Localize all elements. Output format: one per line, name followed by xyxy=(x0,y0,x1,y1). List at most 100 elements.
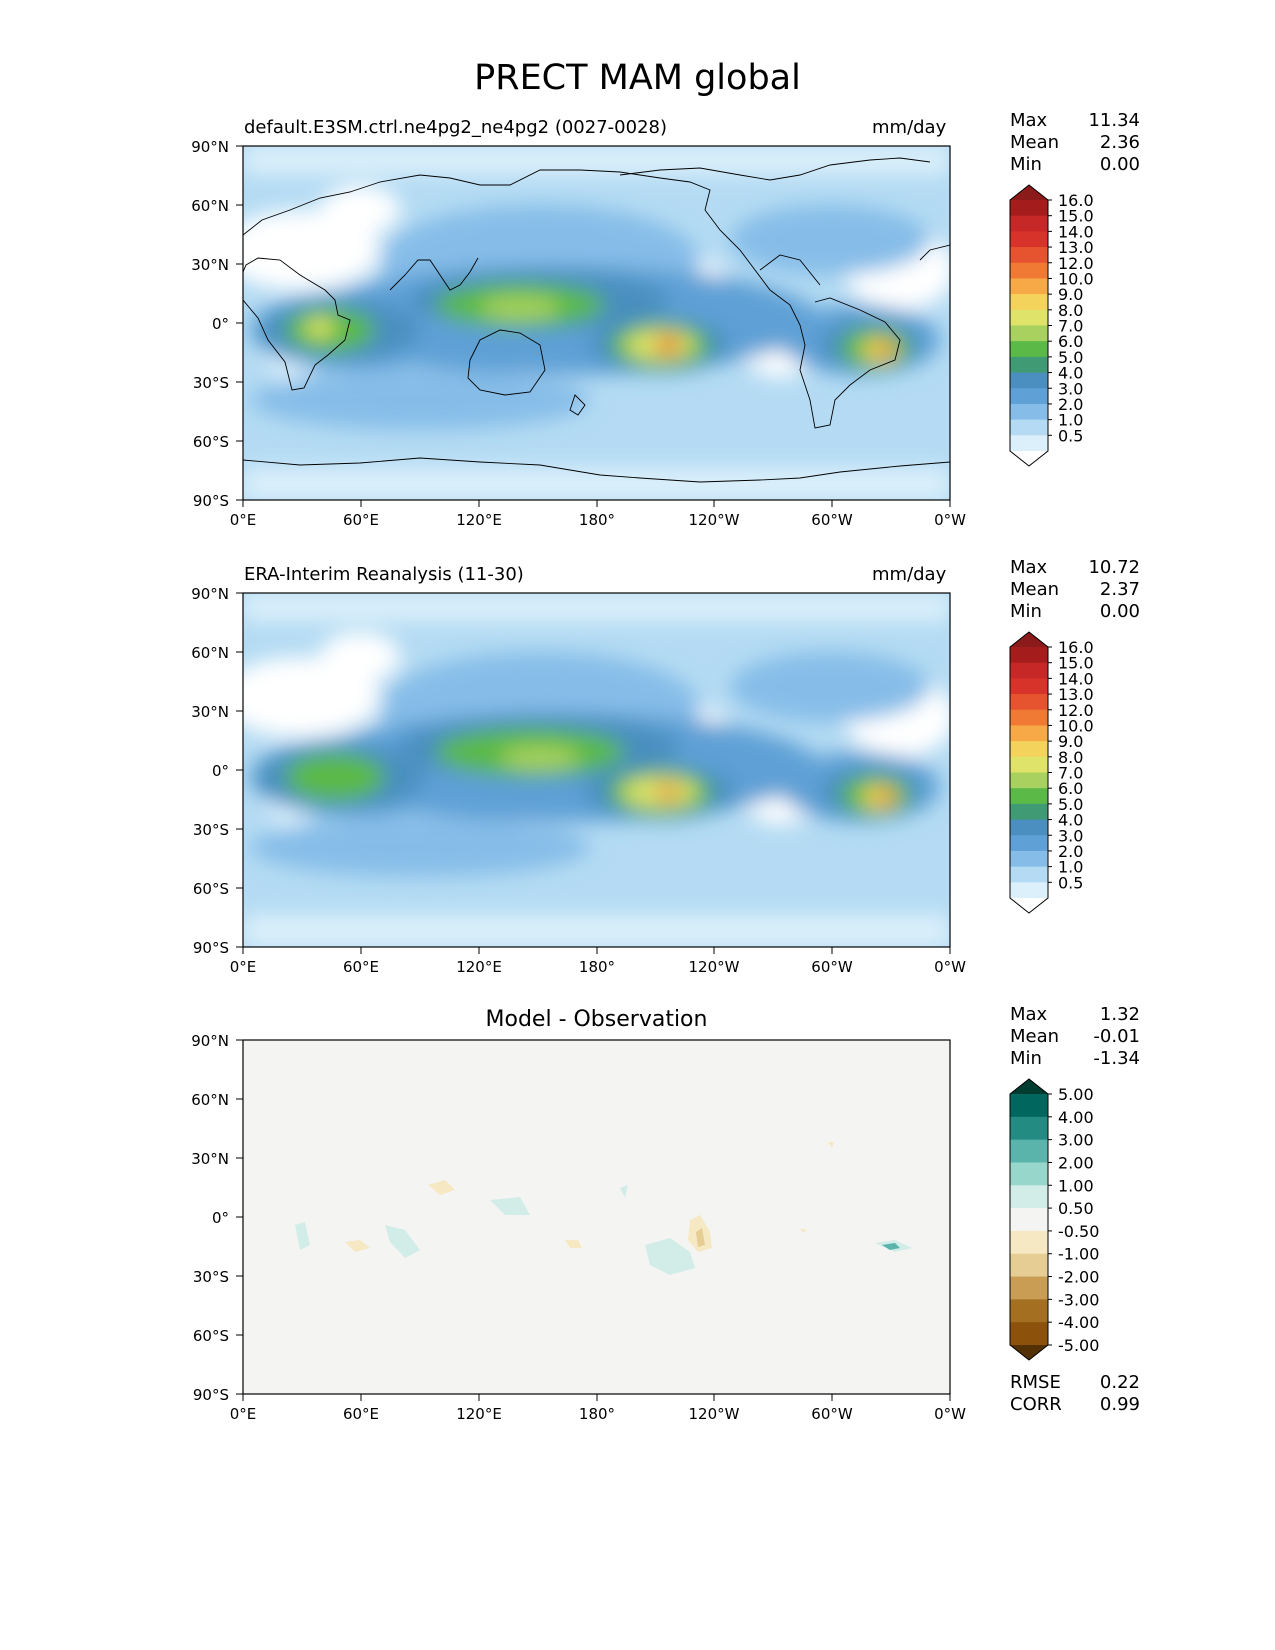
colorbar-swatch xyxy=(1010,372,1048,389)
colorbar-tick-label: -1.00 xyxy=(1058,1245,1099,1264)
stat-label: Min xyxy=(1010,601,1042,622)
panel1-stats: Max 11.34 Mean 2.36 Min 0.00 xyxy=(1010,110,1140,176)
colorbar-tick-label: 10.0 xyxy=(1058,716,1094,735)
stat-label: Mean xyxy=(1010,132,1060,153)
colorbar-swatch xyxy=(1010,1299,1048,1323)
colorbar-tick-label: 16.0 xyxy=(1058,191,1094,210)
lon-tick-label: 0°W xyxy=(934,511,966,529)
lat-tick-label: 60°S xyxy=(193,433,229,451)
colorbar-tick-label: 15.0 xyxy=(1058,207,1094,226)
colorbar-outline xyxy=(1009,631,1049,914)
colorbar-swatch xyxy=(1010,309,1048,326)
panel3-colorbar: 5.00 4.00 3.00 2.00 1.00 0.50 -0.50 -1.00 -2.00 -… xyxy=(1009,1078,1099,1361)
lon-tick-label: 180° xyxy=(579,958,615,976)
colorbar-swatch xyxy=(1010,803,1048,821)
stat-label: Min xyxy=(1010,154,1042,175)
colorbar-tick-label: 1.0 xyxy=(1058,858,1083,877)
lon-tick-label: 0°E xyxy=(230,958,257,976)
colorbar-tick-label: 1.00 xyxy=(1058,1176,1094,1195)
colorbar-tick-label: 3.00 xyxy=(1058,1131,1094,1150)
colorbar-swatch xyxy=(1010,694,1048,711)
colorbar-extend-min xyxy=(1010,1345,1048,1360)
lat-tick-label: 90°N xyxy=(191,1032,229,1050)
colorbar-swatch xyxy=(1010,647,1048,664)
stat-label: Max xyxy=(1010,557,1048,578)
colorbar-swatch xyxy=(1010,356,1048,374)
difference-field xyxy=(243,1040,950,1394)
colorbar-tick-label: 12.0 xyxy=(1058,254,1094,273)
precip-field xyxy=(243,593,950,947)
colorbar-swatch xyxy=(1010,1094,1048,1118)
colorbar-swatch xyxy=(1010,835,1048,852)
stat-value: 1.32 xyxy=(1099,1004,1140,1025)
colorbar-swatch xyxy=(1010,231,1048,248)
stat-value: 0.00 xyxy=(1099,601,1140,622)
lat-tick-label: 90°S xyxy=(193,939,229,957)
colorbar-tick-label: 2.00 xyxy=(1058,1153,1094,1172)
colorbar-tick-label: 13.0 xyxy=(1058,685,1094,704)
colorbar-swatch xyxy=(1010,819,1048,836)
lon-tick-label: 60°E xyxy=(343,1405,379,1423)
lon-tick-label: 120°E xyxy=(456,1405,502,1423)
colorbar-swatch xyxy=(1010,741,1048,758)
colorbar-extend-max xyxy=(1010,185,1048,200)
colorbar-tick-label: -0.50 xyxy=(1058,1222,1099,1241)
colorbar-swatch xyxy=(1010,662,1048,679)
corr-label: CORR xyxy=(1010,1394,1062,1415)
lat-tick-label: 0° xyxy=(212,762,229,780)
colorbar-swatch xyxy=(1010,247,1048,264)
lat-tick-labels: 90°N 60°N 30°N 0° 30°S 60°S 90°S xyxy=(191,585,229,957)
panel3-map: 90°N 60°N 30°N 0° 30°S 60°S 90°S 0°E 60°… xyxy=(191,1032,966,1423)
stat-label: Mean xyxy=(1010,1026,1060,1047)
panel3-skill-scores: RMSE 0.22 CORR 0.99 xyxy=(1010,1372,1140,1416)
colorbar-tick-label: 0.50 xyxy=(1058,1199,1094,1218)
colorbar-swatch xyxy=(1010,1230,1048,1255)
panel1-title: default.E3SM.ctrl.ne4pg2_ne4pg2 (0027-00… xyxy=(244,117,667,138)
lat-tick-label: 0° xyxy=(212,315,229,333)
lon-tick-label: 180° xyxy=(579,1405,615,1423)
colorbar-tick-label: 7.0 xyxy=(1058,317,1083,336)
lat-tick-label: 60°S xyxy=(193,880,229,898)
lon-tick-labels: 0°E 60°E 120°E 180° 120°W 60°W 0°W xyxy=(230,1405,966,1423)
colorbar-swatch xyxy=(1010,756,1048,773)
stat-label: Max xyxy=(1010,110,1048,131)
colorbar-tick-label: 8.0 xyxy=(1058,301,1083,320)
colorbar-tick-label: 10.0 xyxy=(1058,269,1094,288)
lon-tick-label: 0°W xyxy=(934,1405,966,1423)
colorbar-tick-label: 5.0 xyxy=(1058,348,1083,367)
colorbar-tick-label: 7.0 xyxy=(1058,764,1083,783)
lat-tick-label: 90°N xyxy=(191,138,229,156)
lat-tick-labels: 90°N 60°N 30°N 0° 30°S 60°S 90°S xyxy=(191,1032,229,1404)
colorbar-tick-label: 3.0 xyxy=(1058,379,1083,398)
lat-tick-labels: 90°N 60°N 30°N 0° 30°S 60°S 90°S xyxy=(191,138,229,510)
colorbar-tick-label: 2.0 xyxy=(1058,842,1083,861)
colorbar-tick-label: -3.00 xyxy=(1058,1290,1099,1309)
colorbar-swatch xyxy=(1010,725,1048,742)
colorbar-tick-label: -5.00 xyxy=(1058,1336,1099,1355)
colorbar-tick-label: 12.0 xyxy=(1058,701,1094,720)
panel2-colorbar: 16.015.014.013.012.010.09.08.07.06.05.04… xyxy=(1009,631,1094,914)
colorbar-swatch xyxy=(1010,1185,1048,1209)
lat-tick-label: 0° xyxy=(212,1209,229,1227)
colorbar-tick-label: 14.0 xyxy=(1058,669,1094,688)
stat-value: 11.34 xyxy=(1088,110,1140,131)
lat-tick-label: 30°S xyxy=(193,1268,229,1286)
lon-tick-label: 120°W xyxy=(689,958,740,976)
lon-tick-label: 120°E xyxy=(456,511,502,529)
colorbar-tick-label: 0.5 xyxy=(1058,426,1083,445)
colorbar-swatch xyxy=(1010,294,1048,311)
corr-value: 0.99 xyxy=(1099,1394,1140,1415)
lon-tick-label: 60°E xyxy=(343,958,379,976)
lat-tick-label: 30°S xyxy=(193,374,229,392)
lon-tick-labels: 0°E 60°E 120°E 180° 120°W 60°W 0°W xyxy=(230,511,966,529)
colorbar-swatch xyxy=(1010,262,1048,279)
colorbar-swatch xyxy=(1010,341,1048,358)
stat-value: 10.72 xyxy=(1088,557,1140,578)
colorbar-tick-label: 13.0 xyxy=(1058,238,1094,257)
colorbar-outline xyxy=(1009,184,1049,467)
panel1-map: 90°N 60°N 30°N 0° 30°S 60°S 90°S 0°E 60°… xyxy=(191,138,966,529)
colorbar-tick-label: 0.5 xyxy=(1058,873,1083,892)
rmse-value: 0.22 xyxy=(1099,1372,1140,1393)
colorbar-swatch xyxy=(1010,388,1048,405)
panel3-title: Model - Observation xyxy=(485,1007,708,1032)
